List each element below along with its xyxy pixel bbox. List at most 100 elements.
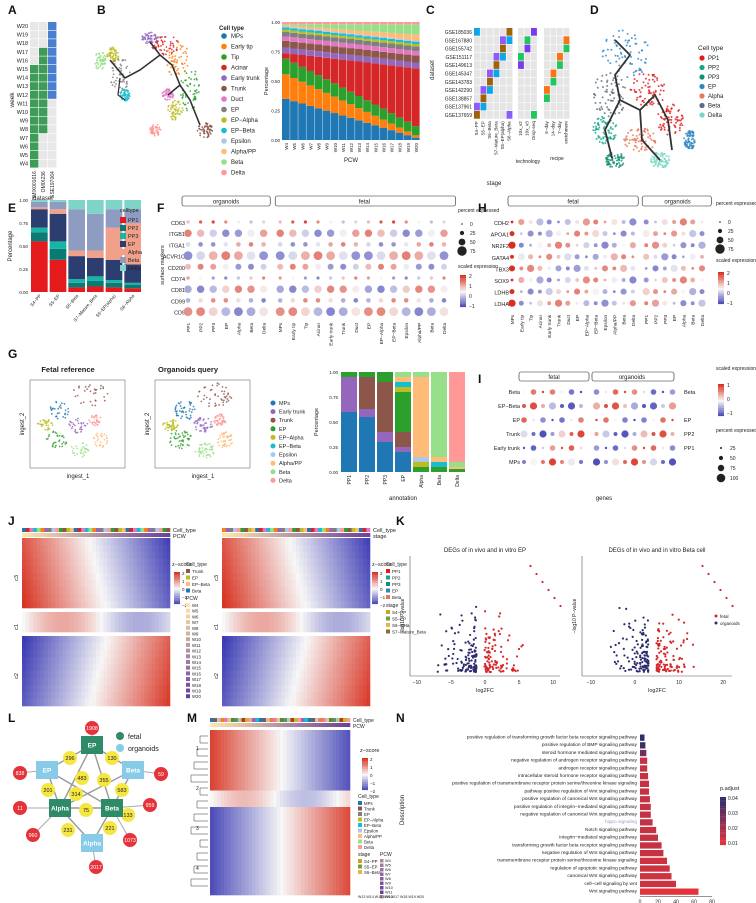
legend-swatch: [270, 417, 276, 423]
grid-cell: [480, 86, 487, 94]
umap-point: [103, 62, 106, 65]
heat-cell: [92, 622, 97, 628]
heat-cell: [121, 636, 126, 644]
umap-point: [190, 78, 192, 80]
heat-cell: [30, 73, 39, 82]
heat-cell: [39, 108, 48, 116]
umap-point: [217, 441, 220, 444]
umap-point: [210, 420, 213, 423]
umap-point: [84, 451, 87, 454]
heat-cell: [366, 594, 371, 602]
umap-point: [168, 110, 171, 113]
umap-point: [181, 97, 184, 99]
panel-label-a: A: [8, 3, 17, 17]
umap-point: [618, 161, 621, 164]
heat-cell: [310, 552, 315, 560]
heat-cell: [103, 664, 108, 672]
dot: [442, 276, 446, 280]
heat-cell: [358, 617, 363, 623]
heat-cell: [99, 622, 104, 628]
heat-cell: [340, 617, 345, 623]
tech-col-label: Drop-seq: [531, 121, 536, 140]
umap-point: [176, 59, 179, 62]
panel-c-dataset-grid: GSE185036GSE167880GSE155742GSE151117GSE1…: [430, 28, 570, 187]
heat-cell: [244, 636, 249, 644]
stack-segment: [346, 24, 355, 30]
umap-point: [70, 421, 73, 424]
dot: [529, 402, 538, 410]
stack-segment: [395, 392, 411, 432]
legend-label: Alpha: [128, 250, 143, 256]
stack-segment: [105, 259, 123, 281]
umap-point: [659, 155, 662, 158]
stack-segment: [282, 24, 290, 26]
annotation-cell: [236, 528, 241, 532]
umap-point: [194, 426, 197, 428]
heat-cell: [25, 657, 30, 665]
dot: [622, 243, 625, 247]
heat-cell: [88, 678, 93, 686]
dot: [651, 299, 660, 307]
dot: [389, 229, 398, 237]
dot: [601, 265, 609, 272]
colorbar-step: [718, 294, 724, 297]
dot: [328, 242, 333, 247]
heat-cell: [66, 699, 71, 707]
umap-point: [202, 127, 205, 130]
heat-cell: [362, 552, 367, 560]
heat-cell: [140, 692, 145, 700]
dot: [415, 263, 422, 270]
dot: [352, 285, 360, 293]
heat-cell: [321, 573, 326, 581]
heat-cell: [92, 566, 97, 574]
size-legend-label: 75: [730, 466, 736, 472]
heat-cell: [240, 627, 245, 633]
dot: [630, 402, 639, 410]
heat-cell: [129, 617, 134, 623]
umap-point: [651, 155, 654, 158]
heat-cell: [92, 636, 97, 644]
umap-point: [175, 69, 178, 72]
heat-cell: [92, 612, 97, 618]
grid-cell: [557, 52, 563, 61]
umap-point: [210, 126, 213, 129]
x-tick-label: W14: [365, 143, 370, 153]
dot: [592, 230, 600, 238]
heat-cell: [129, 622, 134, 628]
heat-cell: [36, 622, 41, 628]
dot: [554, 241, 563, 249]
umap-point: [224, 421, 226, 424]
dot: [611, 242, 617, 248]
annotation-cell: [103, 533, 108, 537]
grid-cell: [480, 69, 487, 78]
dot: [224, 220, 228, 224]
grid-cell: [557, 111, 563, 119]
heat-cell: [129, 699, 134, 707]
heat-cell: [366, 538, 371, 546]
category-label: PP1: [644, 314, 650, 323]
heat-cell: [77, 636, 82, 644]
dot: [564, 218, 571, 226]
heat-cell: [277, 538, 282, 546]
recipe-col-label: 14−day: [551, 121, 556, 137]
stack-segment: [322, 30, 331, 32]
umap-point: [616, 75, 619, 78]
dot: [510, 254, 514, 259]
umap-point: [165, 53, 167, 56]
umap-point: [596, 86, 599, 89]
heat-cell: [362, 559, 367, 567]
stack-segment: [282, 36, 290, 41]
heat-cell: [259, 636, 263, 644]
umap-point: [82, 422, 85, 424]
heat-cell: [329, 552, 334, 560]
heat-cell: [62, 594, 67, 602]
heat-cell: [62, 552, 67, 560]
stack-segment: [363, 111, 371, 123]
umap-point: [80, 422, 83, 425]
umap-point: [177, 41, 180, 44]
heat-cell: [62, 566, 67, 574]
heat-cell: [40, 657, 45, 665]
umap-point: [97, 63, 100, 66]
heat-cell: [25, 612, 30, 618]
heat-cell: [99, 559, 104, 567]
